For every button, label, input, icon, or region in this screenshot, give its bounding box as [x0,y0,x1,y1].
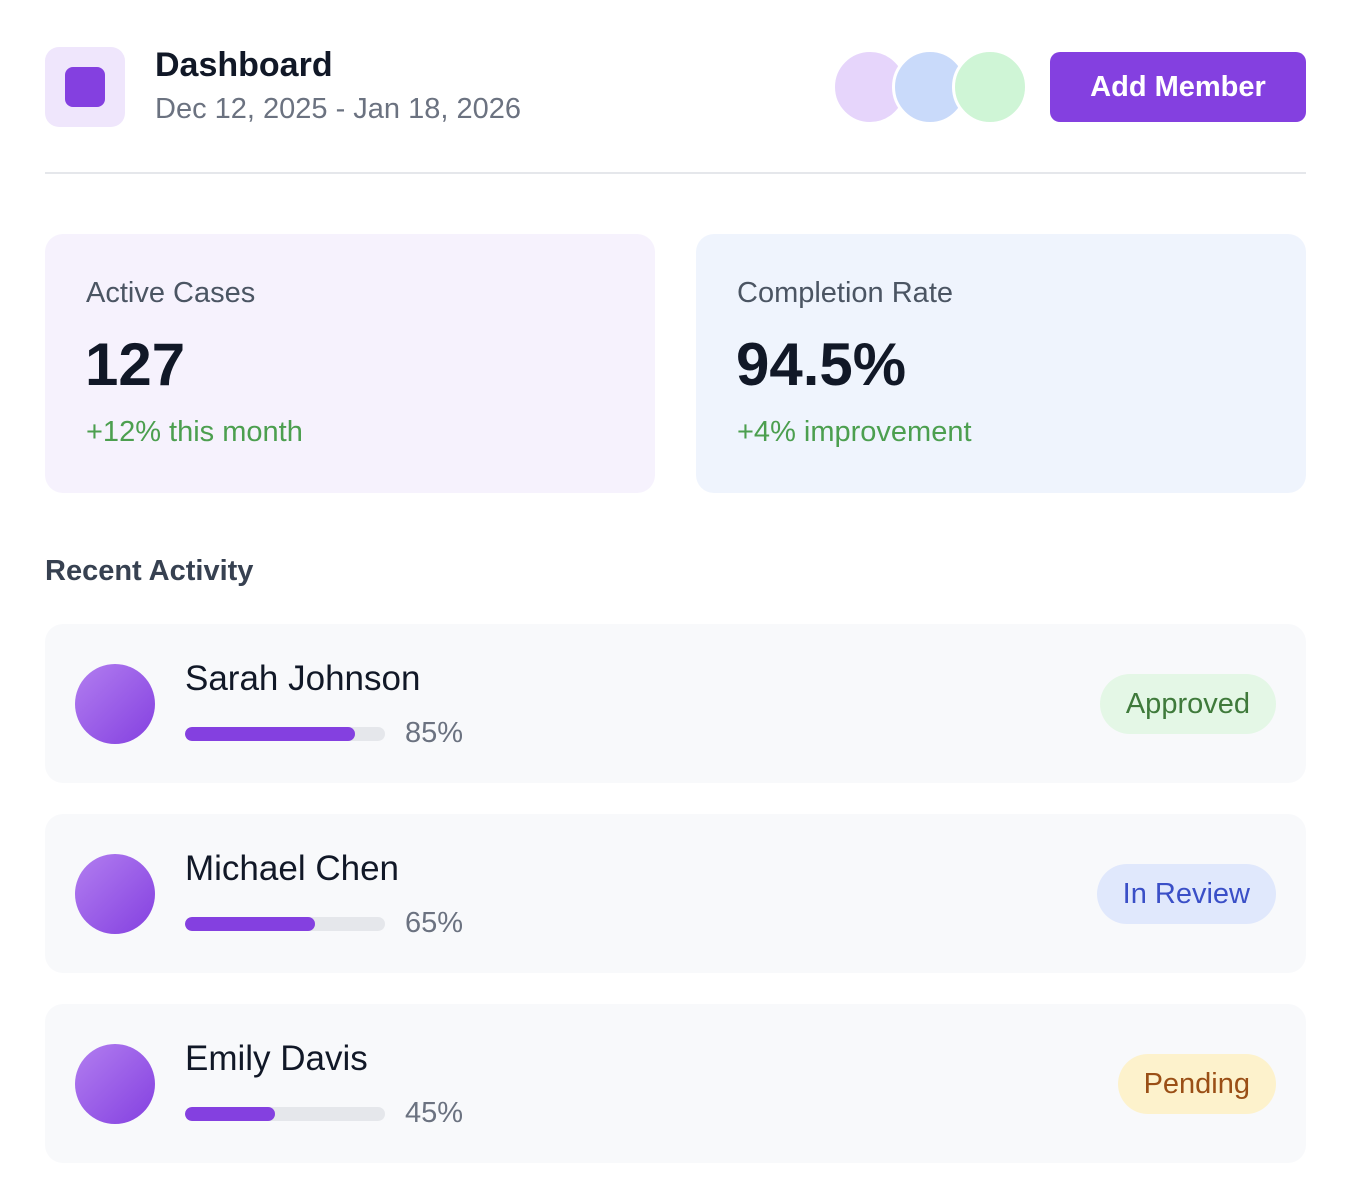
progress-label: 65% [405,907,464,939]
user-name: Sarah Johnson [185,659,421,698]
stat-card: Completion Rate 94.5% +4% improvement [696,234,1306,493]
stat-value: 127 [85,331,186,398]
activity-row[interactable]: Sarah Johnson 85% Approved [45,624,1306,783]
stat-value: 94.5% [736,331,907,398]
date-range: Dec 12, 2025 - Jan 18, 2026 [155,93,521,125]
stat-label: Active Cases [86,277,256,309]
user-name: Michael Chen [185,849,399,888]
member-avatar[interactable] [952,49,1028,125]
divider [45,172,1306,174]
user-avatar [75,854,155,934]
page-title: Dashboard [155,46,333,84]
activity-row[interactable]: Michael Chen 65% In Review [45,814,1306,973]
progress-track [185,1107,385,1121]
user-avatar [75,664,155,744]
status-badge: In Review [1096,864,1276,924]
logo-mark [65,67,105,107]
progress-label: 85% [405,717,464,749]
activity-row[interactable]: Emily Davis 45% Pending [45,1004,1306,1163]
progress-fill [185,727,355,741]
progress-track [185,727,385,741]
status-badge: Approved [1099,674,1276,734]
section-title: Recent Activity [45,555,254,587]
logo [45,47,125,127]
stat-change: +12% this month [86,416,303,448]
progress-track [185,917,385,931]
status-badge: Pending [1117,1054,1276,1114]
progress-fill [185,917,315,931]
stat-label: Completion Rate [737,277,953,309]
stat-card: Active Cases 127 +12% this month [45,234,655,493]
progress-label: 45% [405,1097,464,1129]
stat-change: +4% improvement [737,416,972,448]
user-avatar [75,1044,155,1124]
add-member-button[interactable]: Add Member [1050,52,1306,122]
progress-fill [185,1107,275,1121]
user-name: Emily Davis [185,1039,368,1078]
